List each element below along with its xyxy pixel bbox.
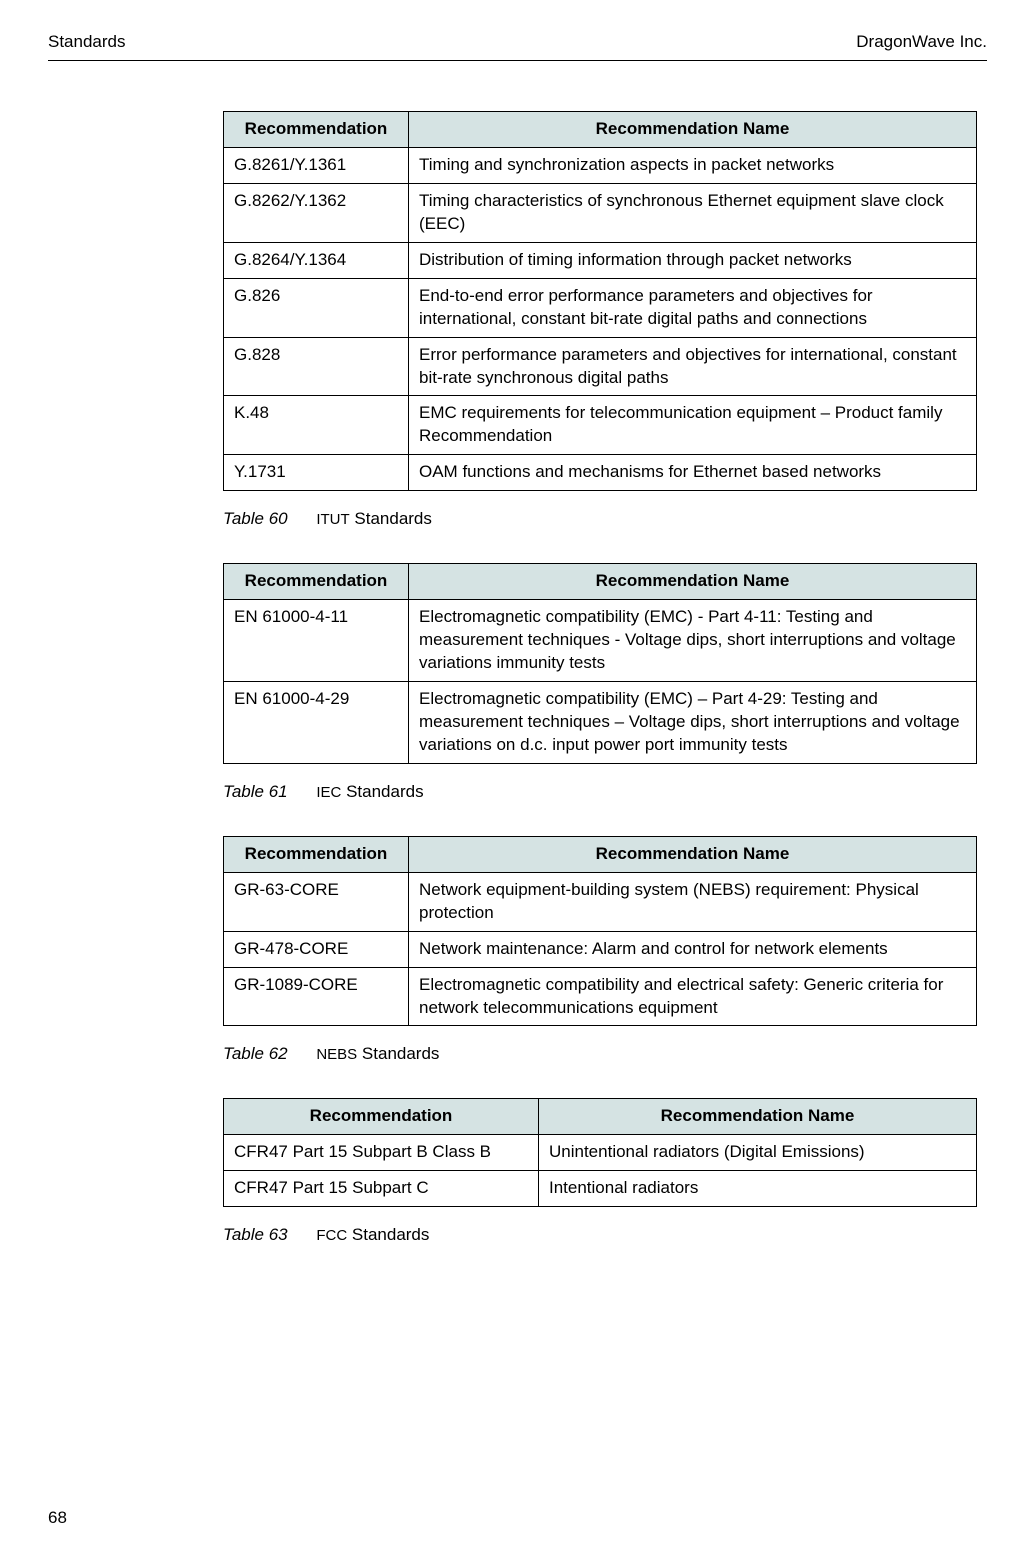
table-cell: EMC requirements for telecommunication e… <box>409 396 977 455</box>
col-header-recommendation-name: Recommendation Name <box>539 1099 977 1135</box>
table-cell: CFR47 Part 15 Subpart C <box>224 1171 539 1207</box>
caption-rest: Standards <box>341 782 423 801</box>
col-header-recommendation-name: Recommendation Name <box>409 564 977 600</box>
caption-rest: Standards <box>350 509 432 528</box>
caption-number: Table 63 <box>223 1225 288 1244</box>
table-cell: Timing characteristics of synchronous Et… <box>409 183 977 242</box>
table-cell: Y.1731 <box>224 455 409 491</box>
table-row: EN 61000-4-29Electromagnetic compatibili… <box>224 682 977 764</box>
table-row: G.8261/Y.1361Timing and synchronization … <box>224 147 977 183</box>
table-row: G.8264/Y.1364Distribution of timing info… <box>224 242 977 278</box>
caption-abbrev: IEC <box>316 784 341 801</box>
itut-caption: Table 60 ITUT Standards <box>223 509 977 529</box>
table-header-row: Recommendation Recommendation Name <box>224 564 977 600</box>
table-cell: Network equipment-building system (NEBS)… <box>409 872 977 931</box>
table-cell: Timing and synchronization aspects in pa… <box>409 147 977 183</box>
col-header-recommendation-name: Recommendation Name <box>409 836 977 872</box>
caption-number: Table 62 <box>223 1044 288 1063</box>
nebs-standards-table: Recommendation Recommendation Name GR-63… <box>223 836 977 1027</box>
iec-tbody: EN 61000-4-11Electromagnetic compatibili… <box>224 600 977 764</box>
header-rule <box>48 60 987 61</box>
table-cell: OAM functions and mechanisms for Etherne… <box>409 455 977 491</box>
table-cell: G.828 <box>224 337 409 396</box>
table-cell: Electromagnetic compatibility and electr… <box>409 967 977 1026</box>
table-row: CFR47 Part 15 Subpart CIntentional radia… <box>224 1171 977 1207</box>
caption-number: Table 61 <box>223 782 288 801</box>
table-header-row: Recommendation Recommendation Name <box>224 112 977 148</box>
table-cell: Network maintenance: Alarm and control f… <box>409 931 977 967</box>
table-cell: End-to-end error performance parameters … <box>409 278 977 337</box>
caption-abbrev: NEBS <box>316 1046 357 1063</box>
table-cell: CFR47 Part 15 Subpart B Class B <box>224 1135 539 1171</box>
table-row: EN 61000-4-11Electromagnetic compatibili… <box>224 600 977 682</box>
table-cell: G.8262/Y.1362 <box>224 183 409 242</box>
col-header-recommendation-name: Recommendation Name <box>409 112 977 148</box>
table-row: GR-63-CORENetwork equipment-building sys… <box>224 872 977 931</box>
table-row: G.828Error performance parameters and ob… <box>224 337 977 396</box>
table-cell: Intentional radiators <box>539 1171 977 1207</box>
table-cell: Error performance parameters and objecti… <box>409 337 977 396</box>
table-cell: Distribution of timing information throu… <box>409 242 977 278</box>
table-header-row: Recommendation Recommendation Name <box>224 836 977 872</box>
table-cell: GR-1089-CORE <box>224 967 409 1026</box>
table-row: G.826End-to-end error performance parame… <box>224 278 977 337</box>
content-area: Recommendation Recommendation Name G.826… <box>223 111 977 1245</box>
table-cell: K.48 <box>224 396 409 455</box>
table-cell: EN 61000-4-11 <box>224 600 409 682</box>
header-left: Standards <box>48 32 126 52</box>
col-header-recommendation: Recommendation <box>224 564 409 600</box>
table-row: GR-1089-COREElectromagnetic compatibilit… <box>224 967 977 1026</box>
table-cell: Electromagnetic compatibility (EMC) – Pa… <box>409 682 977 764</box>
nebs-caption: Table 62 NEBS Standards <box>223 1044 977 1064</box>
table-row: K.48EMC requirements for telecommunicati… <box>224 396 977 455</box>
table-cell: EN 61000-4-29 <box>224 682 409 764</box>
col-header-recommendation: Recommendation <box>224 1099 539 1135</box>
caption-abbrev: ITUT <box>316 511 349 528</box>
header-right: DragonWave Inc. <box>856 32 987 52</box>
iec-caption: Table 61 IEC Standards <box>223 782 977 802</box>
table-cell: Electromagnetic compatibility (EMC) - Pa… <box>409 600 977 682</box>
table-row: G.8262/Y.1362Timing characteristics of s… <box>224 183 977 242</box>
caption-rest: Standards <box>347 1225 429 1244</box>
table-cell: GR-478-CORE <box>224 931 409 967</box>
table-cell: GR-63-CORE <box>224 872 409 931</box>
itut-standards-table: Recommendation Recommendation Name G.826… <box>223 111 977 491</box>
table-cell: Unintentional radiators (Digital Emissio… <box>539 1135 977 1171</box>
nebs-tbody: GR-63-CORENetwork equipment-building sys… <box>224 872 977 1026</box>
table-cell: G.8261/Y.1361 <box>224 147 409 183</box>
itut-tbody: G.8261/Y.1361Timing and synchronization … <box>224 147 977 490</box>
fcc-tbody: CFR47 Part 15 Subpart B Class BUnintenti… <box>224 1135 977 1207</box>
table-cell: G.8264/Y.1364 <box>224 242 409 278</box>
fcc-caption: Table 63 FCC Standards <box>223 1225 977 1245</box>
fcc-standards-table: Recommendation Recommendation Name CFR47… <box>223 1098 977 1207</box>
table-row: GR-478-CORENetwork maintenance: Alarm an… <box>224 931 977 967</box>
caption-abbrev: FCC <box>316 1227 347 1244</box>
table-header-row: Recommendation Recommendation Name <box>224 1099 977 1135</box>
table-row: CFR47 Part 15 Subpart B Class BUnintenti… <box>224 1135 977 1171</box>
caption-rest: Standards <box>357 1044 439 1063</box>
caption-number: Table 60 <box>223 509 288 528</box>
table-row: Y.1731OAM functions and mechanisms for E… <box>224 455 977 491</box>
page-number: 68 <box>48 1508 67 1528</box>
col-header-recommendation: Recommendation <box>224 836 409 872</box>
iec-standards-table: Recommendation Recommendation Name EN 61… <box>223 563 977 764</box>
col-header-recommendation: Recommendation <box>224 112 409 148</box>
table-cell: G.826 <box>224 278 409 337</box>
page-header: Standards DragonWave Inc. <box>48 32 987 52</box>
